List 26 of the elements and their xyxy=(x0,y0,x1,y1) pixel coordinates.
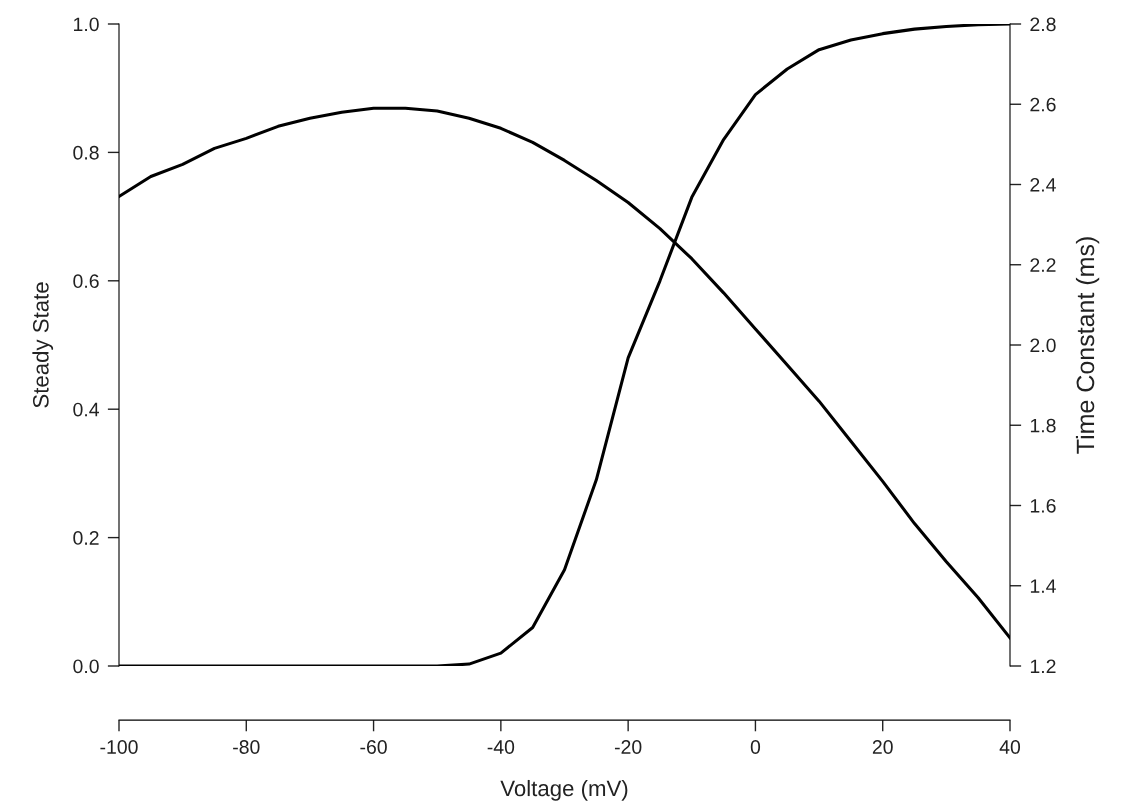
y-tick-label: 0.0 xyxy=(73,659,99,674)
y2-tick-label: 1.8 xyxy=(1030,418,1056,433)
x-tick-label: 40 xyxy=(999,740,1021,754)
y2-tick-label: 1.2 xyxy=(1030,659,1056,674)
x-axis-title: Voltage (mV) xyxy=(500,779,628,801)
x-tick-label: 20 xyxy=(872,740,893,754)
x-tick-label: -100 xyxy=(100,740,138,754)
x-tick-label: -40 xyxy=(487,740,515,754)
y2-tick-label: 2.8 xyxy=(1030,17,1056,32)
y2-tick-label: 2.6 xyxy=(1030,97,1056,112)
x-tick-label: -60 xyxy=(360,740,387,754)
y2-tick-label: 1.6 xyxy=(1030,498,1056,513)
x-tick-label: 0 xyxy=(750,740,761,754)
y-tick-label: 0.8 xyxy=(73,145,99,160)
y2-tick-label: 2.4 xyxy=(1030,177,1056,192)
y-tick-label: 0.2 xyxy=(73,531,99,545)
y-tick-label: 0.6 xyxy=(73,274,99,289)
y2-axis-title: Time Constant (ms) xyxy=(1075,237,1100,454)
y2-tick-label: 1.4 xyxy=(1030,579,1056,593)
x-tick-label: -20 xyxy=(614,740,642,754)
y-tick-label: 1.0 xyxy=(74,17,99,32)
x-tick-label: -80 xyxy=(233,740,260,754)
y-axis-title: Steady State xyxy=(32,282,54,408)
y2-tick-label: 2.2 xyxy=(1030,258,1056,272)
y-tick-label: 0.4 xyxy=(73,402,99,417)
y2-tick-label: 2.0 xyxy=(1030,338,1056,353)
